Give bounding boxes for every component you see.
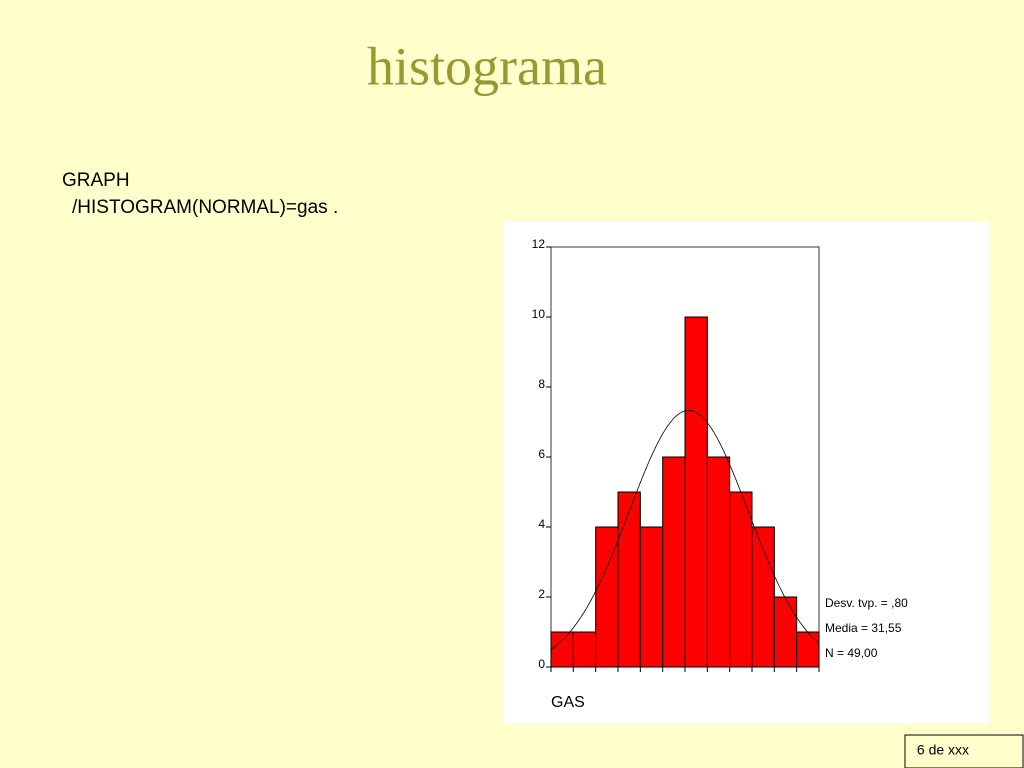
y-tick-label: 2 (538, 587, 545, 601)
y-tick-label: 0 (538, 657, 545, 671)
bar (662, 456, 686, 668)
bar (796, 631, 820, 668)
slide-footer: 6 de xxx (917, 742, 969, 758)
code-line: /HISTOGRAM(NORMAL)=gas . (72, 197, 338, 218)
footer-box (904, 734, 1024, 768)
slide-title: histograma (367, 36, 607, 96)
bar (729, 491, 753, 668)
bar (617, 491, 641, 668)
stat-label: N = 49,00 (825, 646, 878, 660)
code-line: GRAPH (62, 170, 130, 191)
bar (550, 631, 574, 668)
y-tick-label: 12 (532, 237, 546, 251)
normal-curve (550, 410, 820, 650)
x-axis-label: GAS (551, 694, 585, 711)
bar (751, 526, 775, 668)
plot-frame (550, 246, 820, 668)
bar (572, 631, 597, 668)
y-tick-label: 6 (538, 447, 545, 461)
stat-label: Media = 31,55 (825, 621, 902, 635)
bar (684, 316, 708, 668)
y-tick-label: 8 (538, 377, 545, 391)
stat-label: Desv. tvp. = ,80 (825, 596, 908, 610)
bar (706, 456, 731, 668)
bar (773, 596, 798, 668)
bar (639, 526, 664, 668)
y-tick-label: 10 (532, 307, 546, 321)
y-tick-label: 4 (538, 517, 545, 531)
